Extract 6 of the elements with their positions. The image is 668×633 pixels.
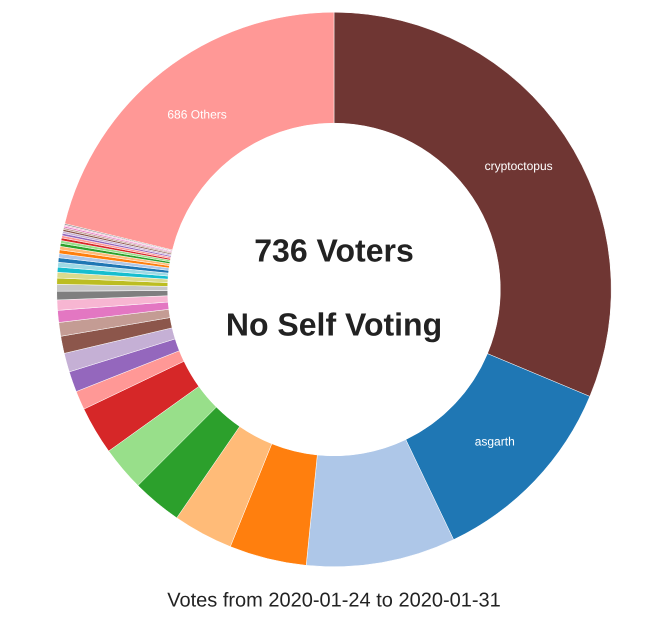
slice-label: 686 Others [167,107,227,122]
text: 736 Voters [254,232,414,268]
text: No Self Voting [226,306,442,342]
slice-label: asgarth [474,434,515,449]
slice-label: cryptoctopus [484,158,553,173]
text: Votes from 2020-01-24 to 2020-01-31 [167,590,501,612]
